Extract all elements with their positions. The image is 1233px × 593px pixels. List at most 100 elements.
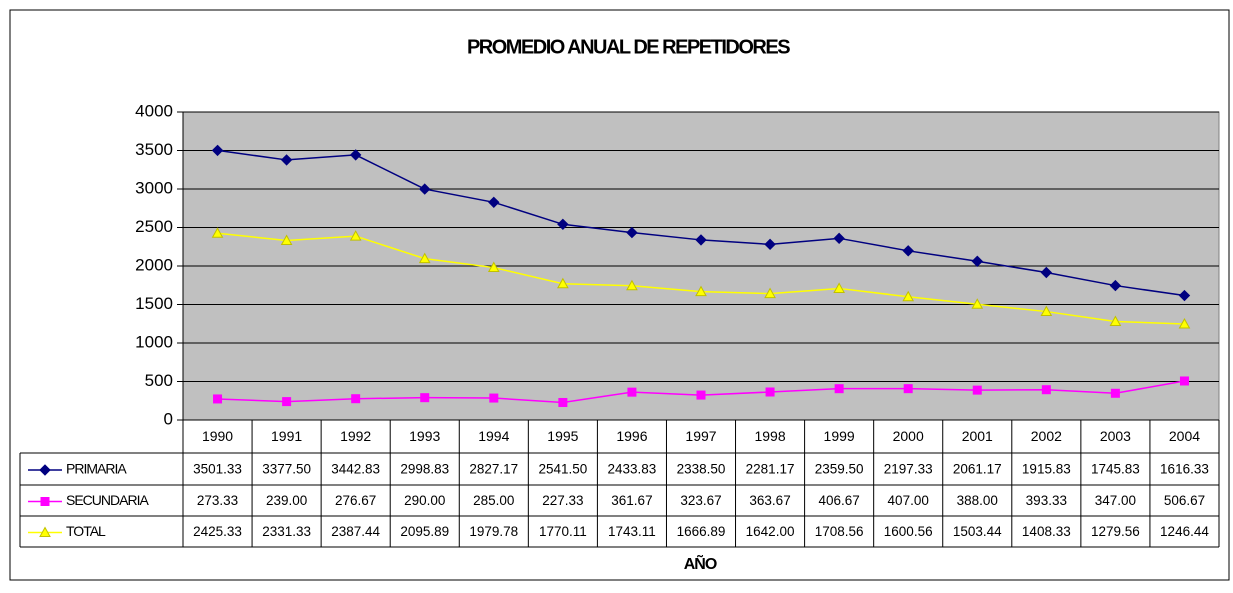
marker — [902, 245, 914, 257]
table-value: 2387.44 — [331, 524, 380, 539]
x-tick-label: 1999 — [824, 428, 855, 444]
y-tick-label: 3000 — [135, 178, 173, 197]
x-tick-label: 2004 — [1169, 428, 1200, 444]
y-tick-label: 0 — [164, 409, 173, 428]
marker — [419, 183, 431, 195]
table-value: 1745.83 — [1091, 462, 1140, 477]
x-tick-label: 2002 — [1031, 428, 1062, 444]
y-tick-label: 2500 — [135, 217, 173, 236]
table-value: 276.67 — [335, 493, 376, 508]
table-value: 406.67 — [818, 493, 859, 508]
marker — [213, 394, 223, 404]
marker — [420, 393, 430, 403]
table-value: 2433.83 — [608, 462, 657, 477]
marker — [1179, 376, 1189, 386]
table-value: 407.00 — [888, 493, 929, 508]
table-value: 506.67 — [1164, 493, 1205, 508]
table-value: 361.67 — [611, 493, 652, 508]
marker — [627, 387, 637, 397]
x-tick-label: 2003 — [1100, 428, 1131, 444]
table-value: 2061.17 — [953, 462, 1002, 477]
table-value: 363.67 — [749, 493, 790, 508]
marker — [280, 234, 293, 245]
marker — [764, 287, 776, 299]
table-value: 388.00 — [957, 493, 998, 508]
marker — [765, 387, 775, 397]
table-value: 1503.44 — [953, 524, 1002, 539]
x-tick-label: 2000 — [893, 428, 924, 444]
x-tick-label: 1997 — [685, 428, 716, 444]
x-tick-label: 1996 — [616, 428, 647, 444]
marker — [1040, 305, 1053, 317]
marker — [764, 238, 776, 251]
x-tick-label: 1993 — [409, 428, 440, 444]
marker — [626, 279, 638, 291]
table-value: 273.33 — [197, 493, 238, 508]
marker — [488, 196, 500, 209]
marker — [972, 385, 982, 395]
marker — [349, 230, 362, 241]
y-tick-label: 500 — [145, 371, 173, 390]
marker — [1109, 279, 1122, 292]
table-value: 1979.78 — [469, 524, 518, 539]
table-value: 1600.56 — [884, 524, 933, 539]
table-value: 2425.33 — [193, 524, 242, 539]
marker — [902, 290, 915, 302]
y-tick-label: 1000 — [135, 332, 173, 351]
table-value: 2197.33 — [884, 462, 933, 477]
table-value: 1616.33 — [1160, 462, 1209, 477]
table-value: 2331.33 — [262, 524, 311, 539]
marker — [971, 298, 984, 309]
x-tick-label: 1992 — [340, 428, 371, 444]
table-value: 2359.50 — [815, 462, 864, 477]
marker — [833, 232, 845, 245]
legend-marker — [40, 497, 50, 506]
marker — [557, 277, 569, 289]
marker — [695, 285, 707, 297]
legend-marker — [39, 464, 51, 476]
marker — [211, 144, 224, 157]
table-value: 2281.17 — [746, 462, 795, 477]
marker — [696, 390, 706, 400]
table-value: 290.00 — [404, 493, 445, 508]
table-value: 2095.89 — [400, 524, 449, 539]
marker — [418, 252, 431, 264]
marker — [558, 397, 568, 407]
table-value: 2338.50 — [677, 462, 726, 477]
marker — [903, 384, 913, 394]
x-tick-label: 1995 — [547, 428, 578, 444]
table-value: 323.67 — [680, 493, 721, 508]
table-value: 3501.33 — [193, 462, 242, 477]
x-tick-label: 1998 — [754, 428, 785, 444]
table-value: 1708.56 — [815, 524, 864, 539]
marker — [280, 154, 293, 166]
table-value: 1743.11 — [608, 524, 656, 539]
x-tick-label: 1991 — [271, 428, 302, 444]
marker — [351, 394, 361, 404]
table-value: 347.00 — [1095, 493, 1136, 508]
table-value: 1246.44 — [1160, 524, 1209, 539]
marker — [1041, 385, 1051, 395]
x-axis-label: AÑO — [684, 553, 717, 573]
marker — [1178, 317, 1191, 329]
table-value: 1666.89 — [677, 524, 726, 539]
x-tick-label: 1990 — [202, 428, 233, 444]
legend-label: PRIMARIA — [66, 461, 127, 477]
table-value: 2998.83 — [400, 462, 449, 477]
marker — [1178, 289, 1191, 302]
y-tick-label: 1500 — [135, 294, 173, 313]
y-tick-label: 3500 — [135, 140, 173, 159]
marker — [487, 261, 500, 273]
table-value: 1408.33 — [1022, 524, 1071, 539]
marker — [1109, 315, 1122, 326]
marker — [1110, 388, 1120, 398]
legend-label: TOTAL — [66, 523, 106, 539]
table-value: 285.00 — [473, 493, 514, 508]
table-value: 1642.00 — [746, 524, 795, 539]
marker — [489, 393, 499, 403]
x-tick-label: 1994 — [478, 428, 509, 444]
legend-marker — [39, 526, 51, 537]
chart-title: PROMEDIO ANUAL DE REPETIDORES — [467, 36, 790, 58]
marker — [626, 226, 638, 239]
table-value: 2827.17 — [469, 462, 518, 477]
